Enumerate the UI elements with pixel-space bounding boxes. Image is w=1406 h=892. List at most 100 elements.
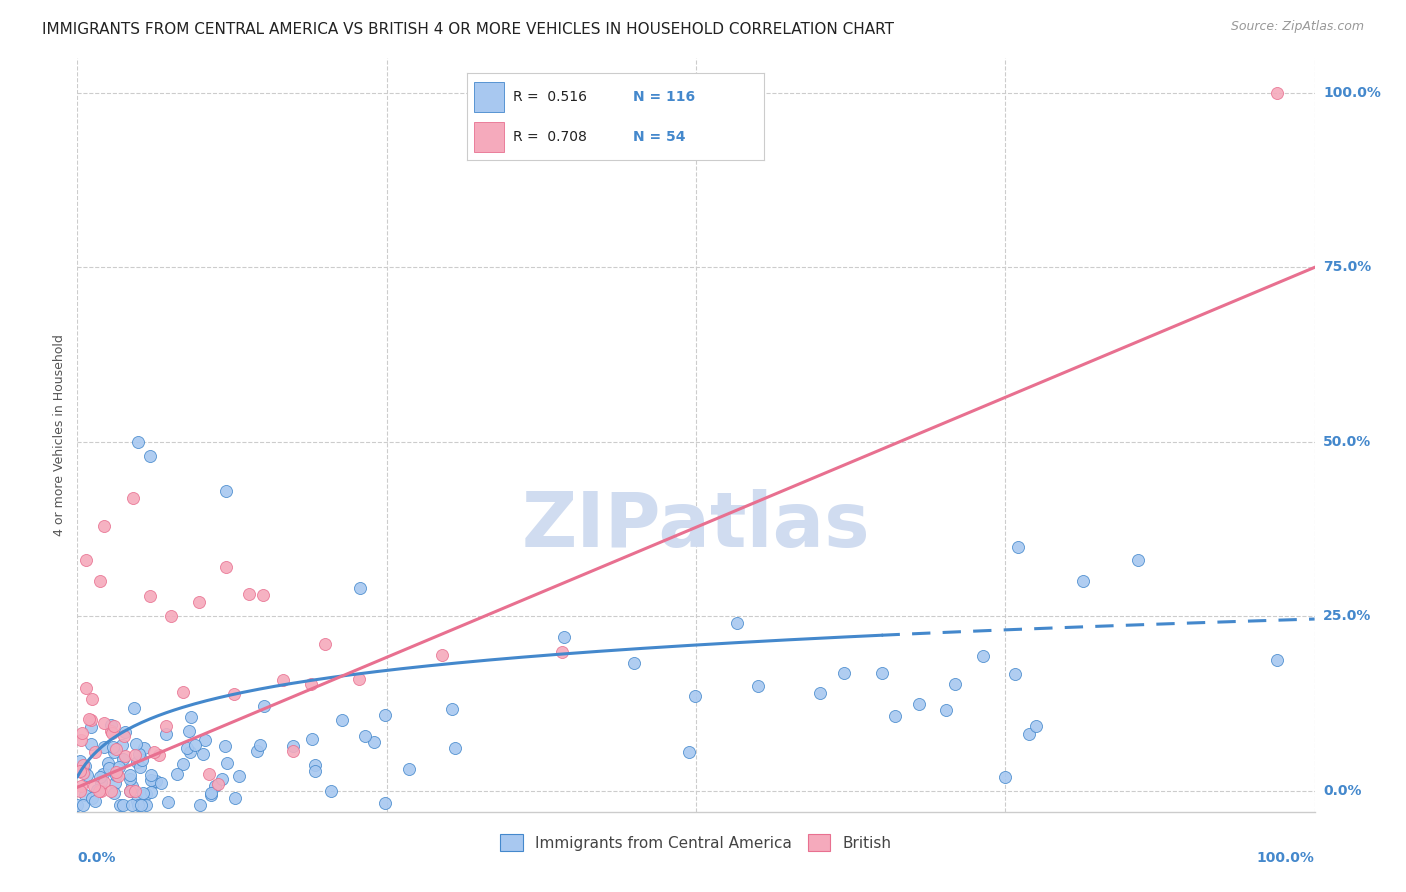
Point	[105, 764, 128, 779]
Point	[197, 766, 219, 780]
Point	[127, 797, 149, 812]
Point	[253, 698, 276, 713]
Point	[330, 714, 353, 728]
Point	[725, 616, 748, 631]
Point	[69, 784, 91, 798]
Point	[155, 719, 177, 733]
Text: 100.0%: 100.0%	[1323, 86, 1381, 100]
Point	[172, 685, 194, 699]
Point	[73, 758, 96, 772]
Point	[128, 747, 150, 762]
Point	[114, 748, 136, 763]
Point	[124, 784, 146, 798]
Point	[110, 797, 132, 812]
Point	[105, 768, 128, 782]
Point	[125, 737, 148, 751]
Point	[177, 724, 200, 739]
Point	[188, 797, 211, 812]
Point	[1126, 553, 1149, 567]
Point	[299, 677, 322, 691]
Point	[72, 797, 94, 812]
Point	[808, 686, 831, 700]
Point	[104, 776, 127, 790]
Point	[444, 741, 467, 756]
Point	[90, 775, 112, 789]
Point	[204, 780, 226, 794]
Point	[132, 786, 155, 800]
Point	[93, 739, 115, 754]
Point	[112, 797, 135, 812]
Point	[131, 753, 153, 767]
Point	[75, 788, 97, 802]
Point	[83, 745, 105, 759]
Point	[211, 772, 233, 787]
Point	[93, 716, 115, 731]
Point	[238, 587, 260, 601]
Point	[551, 645, 574, 659]
Point	[101, 725, 124, 739]
Point	[319, 784, 342, 798]
Point	[120, 784, 142, 798]
Point	[179, 745, 201, 759]
Point	[100, 723, 122, 738]
Point	[314, 636, 336, 650]
Point	[214, 739, 236, 754]
Y-axis label: 4 or more Vehicles in Household: 4 or more Vehicles in Household	[53, 334, 66, 536]
Text: 0.0%: 0.0%	[1323, 784, 1361, 797]
Point	[98, 761, 121, 775]
Point	[90, 784, 112, 798]
Point	[142, 745, 165, 759]
Point	[207, 777, 229, 791]
Point	[80, 791, 103, 805]
Point	[89, 574, 111, 589]
Point	[200, 788, 222, 802]
Point	[72, 766, 94, 780]
Point	[75, 681, 97, 695]
Point	[353, 729, 375, 743]
Point	[281, 744, 304, 758]
Point	[70, 779, 93, 793]
Point	[188, 595, 211, 609]
Point	[122, 491, 145, 505]
Point	[283, 739, 305, 754]
Point	[1018, 726, 1040, 740]
Point	[222, 687, 245, 701]
Point	[224, 790, 246, 805]
Point	[148, 747, 170, 762]
Text: 25.0%: 25.0%	[1323, 609, 1371, 624]
Point	[349, 582, 371, 596]
Point	[69, 754, 91, 768]
Point	[972, 649, 994, 664]
Point	[120, 768, 142, 782]
Point	[72, 757, 94, 772]
Point	[160, 609, 183, 624]
Point	[128, 760, 150, 774]
Point	[70, 725, 93, 739]
Text: ZIPatlas: ZIPatlas	[522, 489, 870, 563]
Point	[114, 725, 136, 739]
Point	[252, 588, 274, 602]
Point	[184, 739, 207, 753]
Point	[108, 760, 131, 774]
Point	[87, 784, 110, 798]
Point	[870, 665, 893, 680]
Point	[176, 740, 198, 755]
Point	[139, 449, 162, 463]
Point	[217, 756, 239, 771]
Text: 50.0%: 50.0%	[1323, 434, 1371, 449]
Point	[1267, 86, 1289, 100]
Point	[120, 784, 142, 798]
Point	[139, 773, 162, 788]
Point	[112, 729, 135, 743]
Point	[112, 751, 135, 765]
Point	[70, 732, 93, 747]
Text: 0.0%: 0.0%	[77, 851, 115, 864]
Point	[907, 697, 929, 711]
Point	[139, 590, 162, 604]
Point	[249, 738, 271, 752]
Point	[80, 720, 103, 734]
Point	[246, 744, 269, 758]
Legend: Immigrants from Central America, British: Immigrants from Central America, British	[494, 828, 898, 857]
Point	[103, 786, 125, 800]
Point	[1007, 540, 1029, 554]
